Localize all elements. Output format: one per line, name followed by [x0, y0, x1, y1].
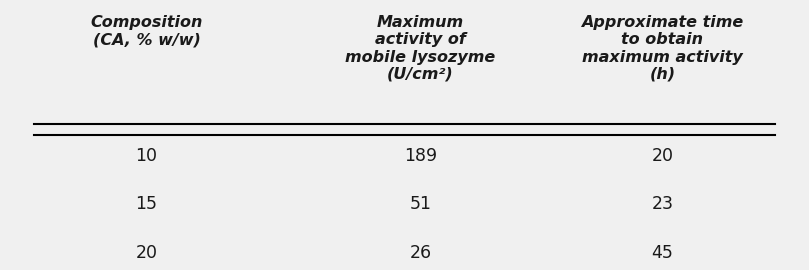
- Text: 189: 189: [404, 147, 437, 166]
- Text: 45: 45: [651, 244, 673, 262]
- Text: 26: 26: [409, 244, 432, 262]
- Text: Composition
(CA, % w/w): Composition (CA, % w/w): [91, 15, 203, 47]
- Text: 20: 20: [136, 244, 158, 262]
- Text: 10: 10: [136, 147, 158, 166]
- Text: Maximum
activity of
mobile lysozyme
(U/cm²): Maximum activity of mobile lysozyme (U/c…: [345, 15, 496, 82]
- Text: 15: 15: [136, 195, 158, 214]
- Text: 51: 51: [409, 195, 432, 214]
- Text: 23: 23: [651, 195, 673, 214]
- Text: 20: 20: [651, 147, 673, 166]
- Text: Approximate time
to obtain
maximum activity
(h): Approximate time to obtain maximum activ…: [582, 15, 743, 82]
